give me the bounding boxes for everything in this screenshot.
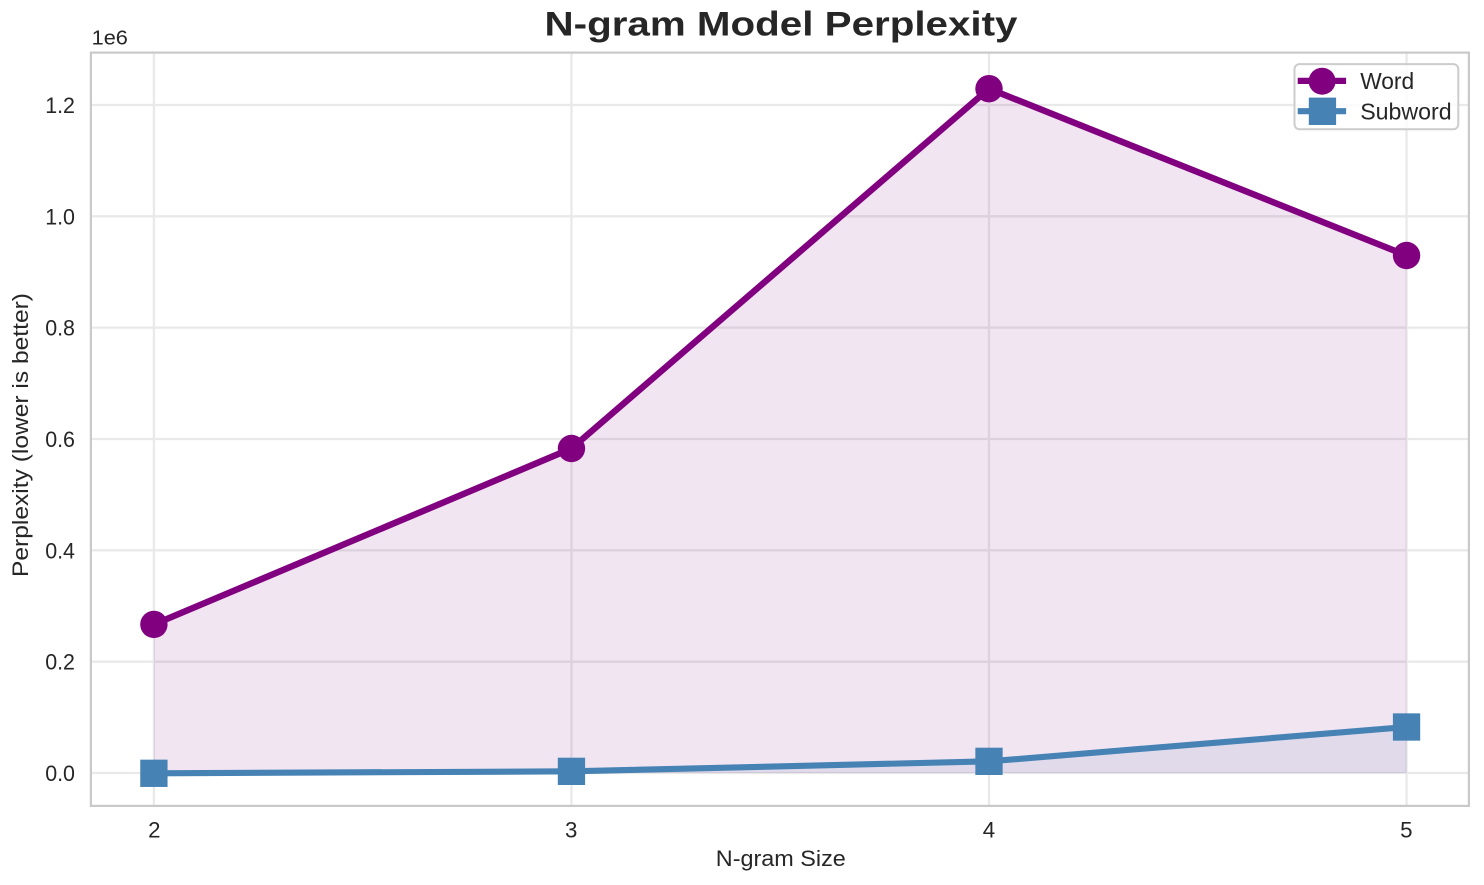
svg-text:0.4: 0.4 (45, 538, 75, 563)
svg-text:5: 5 (1400, 818, 1412, 843)
svg-text:0.8: 0.8 (45, 316, 75, 341)
svg-text:N-gram Size: N-gram Size (716, 846, 846, 871)
svg-text:N-gram Model Perplexity: N-gram Model Perplexity (545, 5, 1018, 43)
svg-text:1.2: 1.2 (45, 93, 75, 118)
svg-text:4: 4 (983, 818, 995, 843)
svg-text:0.6: 0.6 (45, 427, 75, 452)
svg-text:1.0: 1.0 (45, 204, 75, 229)
svg-text:Perplexity (lower is better): Perplexity (lower is better) (8, 293, 33, 577)
svg-text:0.0: 0.0 (45, 761, 75, 786)
svg-text:1e6: 1e6 (92, 28, 128, 50)
svg-text:0.2: 0.2 (45, 650, 75, 675)
svg-text:Word: Word (1360, 68, 1414, 94)
svg-text:3: 3 (565, 818, 577, 843)
svg-text:2: 2 (148, 818, 160, 843)
svg-text:Subword: Subword (1360, 99, 1452, 125)
